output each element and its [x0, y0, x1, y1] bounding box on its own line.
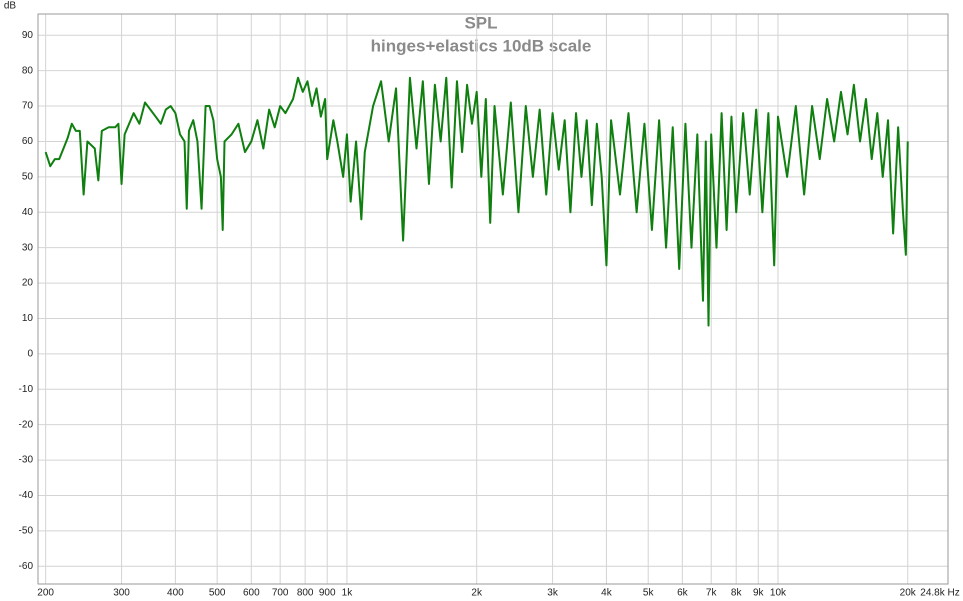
- x-tick-label: 10k: [770, 588, 787, 599]
- x-tick-label: 1k: [342, 588, 354, 599]
- chart-subtitle: hinges+elastics 10dB scale: [371, 36, 592, 55]
- x-tick-label: 2k: [471, 588, 483, 599]
- x-tick-label: 6k: [677, 588, 689, 599]
- y-tick-label: -50: [19, 526, 34, 537]
- y-tick-label: 80: [22, 65, 34, 76]
- x-tick-label: 3k: [547, 588, 559, 599]
- y-tick-label: 10: [22, 313, 34, 324]
- y-tick-label: 60: [22, 136, 34, 147]
- y-tick-label: -30: [19, 455, 34, 466]
- y-tick-label: -20: [19, 419, 34, 430]
- chart-title: SPL: [464, 13, 497, 32]
- x-tick-label: 900: [319, 588, 336, 599]
- x-tick-label: 4k: [601, 588, 613, 599]
- x-tick-label: 500: [209, 588, 226, 599]
- x-tick-label: 400: [167, 588, 184, 599]
- y-tick-label: 0: [27, 349, 33, 360]
- y-tick-label: 90: [22, 30, 34, 41]
- y-axis-label: dB: [4, 1, 17, 12]
- data-line: [44, 76, 909, 327]
- y-tick-label: 40: [22, 207, 34, 218]
- x-tick-label: 20k: [900, 588, 917, 599]
- x-tick-label: 24.8k Hz: [920, 588, 959, 599]
- x-tick-label: 9k: [753, 588, 765, 599]
- y-tick-label: -10: [19, 384, 34, 395]
- y-tick-label: 50: [22, 171, 34, 182]
- y-tick-label: -60: [19, 561, 34, 572]
- y-tick-label: 20: [22, 278, 34, 289]
- y-tick-label: 70: [22, 101, 34, 112]
- x-tick-label: 7k: [706, 588, 718, 599]
- x-tick-label: 600: [243, 588, 260, 599]
- y-tick-label: -40: [19, 490, 34, 501]
- x-tick-label: 5k: [643, 588, 655, 599]
- plot-area: [37, 13, 949, 585]
- x-tick-label: 8k: [731, 588, 743, 599]
- y-tick-label: 30: [22, 242, 34, 253]
- x-tick-label: 700: [272, 588, 289, 599]
- x-tick-label: 300: [113, 588, 130, 599]
- x-tick-label: 800: [297, 588, 314, 599]
- x-tick-label: 200: [37, 588, 54, 599]
